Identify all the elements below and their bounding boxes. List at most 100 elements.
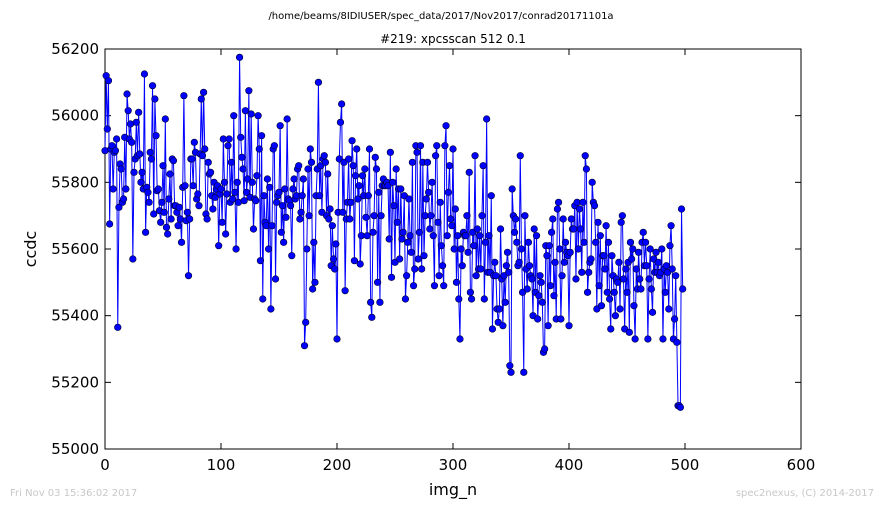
data-point bbox=[537, 278, 545, 286]
data-point bbox=[364, 192, 372, 200]
data-point bbox=[273, 198, 281, 206]
data-point bbox=[389, 178, 397, 186]
data-point bbox=[114, 323, 122, 331]
y-tick-label: 55200 bbox=[51, 373, 99, 391]
data-point bbox=[406, 232, 414, 240]
data-point bbox=[582, 165, 591, 173]
data-point bbox=[507, 368, 515, 376]
data-point bbox=[502, 262, 510, 270]
data-point bbox=[545, 242, 553, 250]
data-point bbox=[450, 245, 458, 253]
data-point bbox=[452, 278, 461, 286]
data-point bbox=[587, 255, 595, 263]
x-tick-label: 0 bbox=[100, 456, 110, 474]
data-point bbox=[476, 232, 484, 240]
data-point bbox=[348, 137, 356, 145]
data-point bbox=[254, 112, 262, 120]
data-point bbox=[106, 220, 114, 228]
data-point bbox=[115, 203, 123, 211]
data-point bbox=[338, 100, 346, 108]
data-point bbox=[477, 265, 485, 273]
data-point bbox=[496, 225, 505, 233]
data-point bbox=[570, 225, 578, 233]
data-point bbox=[256, 257, 265, 265]
data-point bbox=[220, 178, 229, 186]
data-point bbox=[658, 245, 666, 253]
data-point bbox=[550, 292, 558, 300]
data-point bbox=[436, 198, 444, 206]
data-point bbox=[160, 208, 168, 216]
data-point bbox=[146, 148, 154, 156]
data-point bbox=[307, 158, 316, 166]
data-point bbox=[590, 202, 599, 210]
data-point bbox=[567, 215, 575, 223]
data-point bbox=[371, 153, 379, 161]
data-point bbox=[374, 278, 382, 286]
data-point bbox=[458, 262, 466, 270]
x-tick-label: 300 bbox=[439, 456, 468, 474]
data-point bbox=[541, 345, 549, 353]
data-point bbox=[289, 185, 297, 193]
data-point bbox=[111, 147, 120, 155]
data-point bbox=[580, 238, 588, 246]
data-point bbox=[513, 238, 521, 246]
x-tick-label: 100 bbox=[207, 456, 236, 474]
data-point bbox=[523, 285, 531, 293]
data-point bbox=[401, 295, 410, 303]
data-point bbox=[103, 125, 111, 133]
y-tick-label: 56200 bbox=[51, 40, 99, 58]
data-point bbox=[177, 238, 186, 246]
data-point bbox=[601, 265, 609, 273]
data-point bbox=[186, 215, 194, 223]
data-point bbox=[441, 142, 449, 150]
data-point bbox=[310, 238, 318, 246]
data-point bbox=[588, 178, 596, 186]
data-point bbox=[112, 135, 121, 143]
data-point bbox=[271, 275, 280, 283]
data-point bbox=[672, 272, 680, 280]
data-point bbox=[481, 238, 490, 246]
data-point bbox=[314, 78, 323, 86]
data-point bbox=[138, 168, 146, 176]
data-point bbox=[227, 158, 236, 166]
data-point bbox=[616, 305, 624, 313]
data-point bbox=[222, 230, 230, 238]
data-point bbox=[281, 185, 289, 193]
data-point bbox=[264, 245, 273, 253]
data-point bbox=[365, 145, 374, 153]
data-point bbox=[447, 215, 455, 223]
data-point bbox=[576, 225, 585, 233]
data-point bbox=[296, 215, 304, 223]
data-point bbox=[376, 298, 384, 306]
x-tick-label: 400 bbox=[555, 456, 584, 474]
data-point bbox=[247, 110, 255, 118]
data-point bbox=[641, 238, 650, 246]
data-point bbox=[224, 142, 232, 150]
data-point bbox=[345, 155, 353, 163]
data-point bbox=[619, 275, 628, 283]
data-point bbox=[646, 245, 654, 253]
data-point bbox=[132, 118, 140, 126]
data-point bbox=[356, 260, 364, 268]
series-ccdc bbox=[101, 53, 687, 411]
data-point bbox=[429, 232, 437, 240]
data-point bbox=[249, 225, 258, 233]
data-point bbox=[280, 238, 288, 246]
data-point bbox=[487, 192, 495, 200]
data-point bbox=[485, 232, 493, 240]
data-point bbox=[117, 165, 125, 173]
data-point bbox=[608, 252, 616, 260]
data-point bbox=[367, 298, 375, 306]
data-point bbox=[516, 152, 524, 160]
data-point bbox=[306, 145, 314, 153]
data-point bbox=[665, 305, 673, 313]
data-point bbox=[104, 77, 113, 85]
data-point bbox=[188, 155, 196, 163]
data-point bbox=[290, 175, 298, 183]
data-point bbox=[377, 212, 385, 220]
data-point bbox=[396, 255, 404, 263]
data-point bbox=[304, 165, 312, 173]
data-point bbox=[605, 295, 614, 303]
data-point bbox=[549, 215, 557, 223]
data-point bbox=[411, 265, 419, 273]
